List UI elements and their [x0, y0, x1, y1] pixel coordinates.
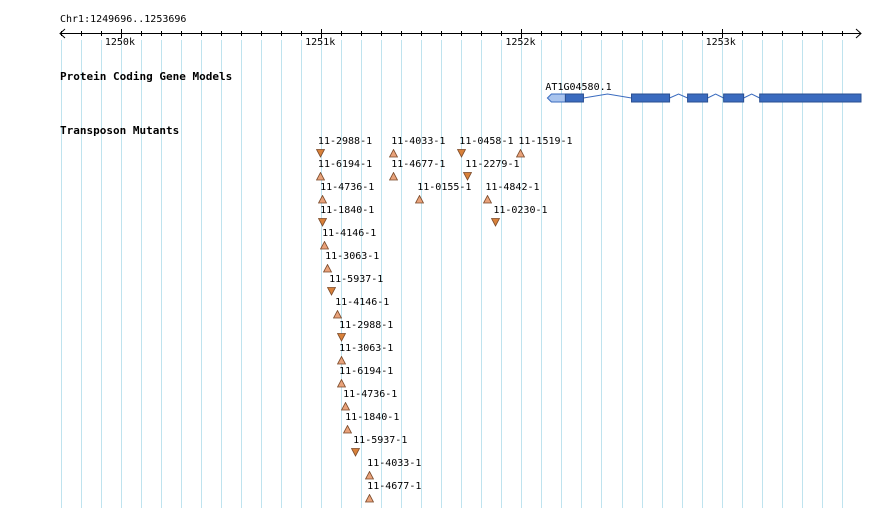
mutant-label: 11-1519-1 — [518, 136, 573, 147]
transposon-mutant[interactable]: 11-5937-1 — [327, 274, 407, 296]
insertion-up-triangle-icon — [389, 149, 399, 158]
transposon-mutant[interactable]: 11-4033-1 — [365, 458, 445, 480]
insertion-up-triangle-icon — [365, 471, 375, 480]
gene-exon — [759, 93, 862, 103]
transposon-mutant[interactable]: 11-0155-1 — [415, 182, 495, 204]
transposon-mutant[interactable]: 11-4736-1 — [318, 182, 398, 204]
mutant-label: 11-6194-1 — [317, 159, 373, 170]
transposon-mutant[interactable]: 11-1840-1 — [343, 412, 423, 434]
insertion-up-triangle-icon — [323, 264, 333, 273]
gene-models-track[interactable] — [0, 86, 890, 110]
insertion-up-triangle-icon — [341, 402, 351, 411]
insertion-up-triangle-icon — [365, 494, 375, 503]
insertion-down-triangle-icon — [337, 333, 347, 342]
insertion-up-triangle-icon — [318, 195, 328, 204]
transposon-mutant[interactable]: 11-2988-1 — [315, 136, 396, 158]
transposon-mutant[interactable]: 11-1840-1 — [318, 205, 398, 227]
mutant-label: 11-4736-1 — [320, 182, 375, 193]
transposon-mutant[interactable]: 11-0458-1 — [457, 136, 537, 158]
ruler-tick-label: 1253k — [705, 37, 736, 48]
transposon-mutant[interactable]: 11-4736-1 — [341, 389, 421, 411]
insertion-down-triangle-icon — [457, 149, 467, 158]
insertion-up-triangle-icon — [516, 149, 526, 158]
ruler-left-arrow-icon — [59, 28, 66, 39]
gene-utr — [546, 93, 566, 103]
transposon-mutant[interactable]: 11-0230-1 — [491, 205, 571, 227]
gene-intron — [669, 93, 688, 99]
transposon-mutant[interactable]: 11-6194-1 — [337, 366, 417, 388]
transposon-mutant[interactable]: 11-1519-1 — [516, 136, 596, 158]
transposon-mutant[interactable]: 11-4146-1 — [333, 297, 413, 319]
transposon-mutants-track-title: Transposon Mutants — [60, 124, 180, 137]
gene-exon — [564, 93, 584, 103]
gene-exon — [723, 93, 745, 103]
transposon-mutants-track: 11-2988-1 11-4033-1 11-0458-1 11-1519-1 11-6… — [0, 130, 890, 508]
mutant-label: 11-1840-1 — [345, 412, 400, 423]
mutant-label: 11-0230-1 — [493, 205, 548, 216]
mutant-label: 11-0458-1 — [459, 136, 514, 147]
insertion-up-triangle-icon — [320, 241, 330, 250]
mutant-label: 11-4146-1 — [322, 228, 377, 239]
mutant-label: 11-5937-1 — [353, 435, 408, 446]
mutant-label: 11-4033-1 — [367, 458, 422, 469]
insertion-down-triangle-icon — [327, 287, 337, 296]
mutant-label: 11-4736-1 — [343, 389, 398, 400]
mutant-label: 11-2279-1 — [465, 159, 520, 170]
mutant-label: 11-4842-1 — [485, 182, 540, 193]
insertion-down-triangle-icon — [351, 448, 361, 457]
ruler-tick-label: 1250k — [104, 37, 135, 48]
insertion-up-triangle-icon — [415, 195, 425, 204]
transposon-mutant[interactable]: 11-6194-1 — [315, 159, 396, 181]
gene-exon — [631, 93, 671, 103]
transposon-mutant[interactable]: 11-2279-1 — [463, 159, 543, 181]
mutant-label: 11-6194-1 — [339, 366, 394, 377]
ruler-tick-label: 1251k — [305, 37, 336, 48]
transposon-mutant[interactable]: 11-2988-1 — [337, 320, 417, 342]
gene-exon — [687, 93, 709, 103]
mutant-label: 11-0155-1 — [417, 182, 472, 193]
gene-intron — [583, 93, 632, 99]
mutant-label: 11-3063-1 — [325, 251, 380, 262]
mutant-label: 11-2988-1 — [339, 320, 394, 331]
gene-intron — [743, 93, 760, 99]
gene-label[interactable]: AT1G04580.1 — [545, 82, 612, 93]
mutant-label: 11-4146-1 — [335, 297, 390, 308]
mutant-label: 11-3063-1 — [339, 343, 394, 354]
gene-models-track-title: Protein Coding Gene Models — [60, 70, 233, 83]
insertion-down-triangle-icon — [491, 218, 501, 227]
mutant-label: 11-1840-1 — [320, 205, 375, 216]
transposon-mutant[interactable]: 11-4677-1 — [365, 481, 445, 503]
location-label: Chr1:1249696..1253696 — [60, 14, 187, 25]
gene-intron — [707, 93, 724, 99]
insertion-up-triangle-icon — [315, 172, 325, 181]
transposon-mutant[interactable]: 11-4146-1 — [320, 228, 400, 250]
transposon-mutant[interactable]: 11-4033-1 — [389, 136, 469, 158]
insertion-down-triangle-icon — [463, 172, 473, 181]
mutant-label: 11-2988-1 — [317, 136, 373, 147]
mutant-label: 11-4033-1 — [391, 136, 446, 147]
transposon-mutant[interactable]: 11-3063-1 — [337, 343, 417, 365]
insertion-up-triangle-icon — [337, 356, 347, 365]
transposon-mutant[interactable]: 11-5937-1 — [351, 435, 431, 457]
mutant-label: 11-5937-1 — [329, 274, 384, 285]
mutant-label: 11-4677-1 — [367, 481, 422, 492]
insertion-up-triangle-icon — [333, 310, 343, 319]
coordinate-ruler[interactable] — [0, 0, 890, 60]
transposon-mutant[interactable]: 11-4677-1 — [389, 159, 469, 181]
insertion-up-triangle-icon — [337, 379, 347, 388]
insertion-down-triangle-icon — [318, 218, 328, 227]
insertion-up-triangle-icon — [343, 425, 353, 434]
insertion-up-triangle-icon — [483, 195, 493, 204]
ruler-tick-label: 1252k — [505, 37, 536, 48]
insertion-down-triangle-icon — [315, 149, 325, 158]
insertion-up-triangle-icon — [389, 172, 399, 181]
transposon-mutant[interactable]: 11-4842-1 — [483, 182, 563, 204]
mutant-label: 11-4677-1 — [391, 159, 446, 170]
ruler-right-arrow-icon — [855, 28, 862, 39]
transposon-mutant[interactable]: 11-3063-1 — [323, 251, 403, 273]
